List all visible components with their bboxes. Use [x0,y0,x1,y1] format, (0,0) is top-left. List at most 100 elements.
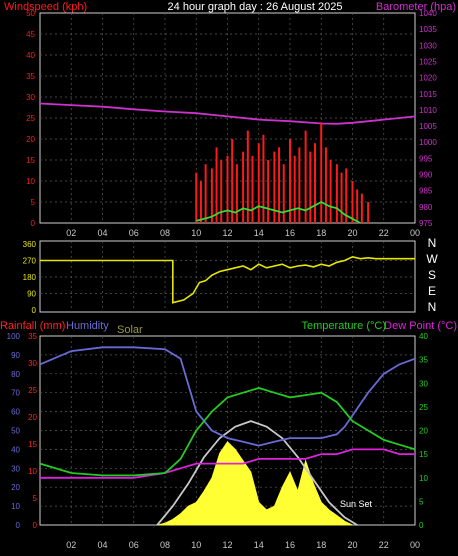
barometer-tick-label: 1020 [419,74,437,83]
x-tick-label: 16 [285,228,295,238]
rainfall-tick-label: 0 [33,521,38,530]
windspeed-tick-label: 5 [31,198,36,207]
temperature-tick-label: 25 [419,403,428,412]
x-tick-label: 00 [410,228,420,238]
barometer-tick-label: 980 [419,203,433,212]
x-tick-label: 16 [285,540,295,550]
humidity-tick-label: 50 [11,427,20,436]
direction-panel-grid [40,241,415,312]
windspeed-tick-label: 40 [26,51,35,60]
barometer-tick-label: 1030 [419,41,437,50]
rainfall-tick-label: 10 [28,467,37,476]
x-tick-label: 10 [191,540,201,550]
barometer-tick-label: 1015 [419,90,437,99]
humidity-line [39,346,416,447]
windspeed-tick-label: 45 [26,30,35,39]
humidity-tick-label: 90 [11,351,20,360]
compass-label: E [428,284,436,298]
direction-tick-label: 270 [23,257,37,266]
rainfall-tick-label: 20 [28,413,37,422]
barometer-tick-label: 975 [419,219,433,228]
x-tick-label: 02 [66,228,76,238]
climate-panel-series [39,346,416,526]
barometer-tick-label: 985 [419,187,433,196]
rainfall-tick-label: 15 [28,440,37,449]
rainfall-tick-label: 35 [28,332,37,341]
barometer-tick-label: 1010 [419,106,437,115]
barometer-tick-label: 1040 [419,9,437,18]
climate-panel-axes: 0102030405060708090100051015202530350510… [7,332,429,550]
x-tick-label: 04 [97,228,107,238]
barometer-line [39,102,416,125]
temperature-tick-label: 10 [419,474,428,483]
barometer-axis-label: Barometer (hpa) [376,1,456,13]
solar-area [157,441,353,526]
x-tick-label: 18 [316,540,326,550]
x-tick-label: 08 [160,540,170,550]
climate-panel-grid [40,336,415,525]
direction-tick-label: 90 [27,290,36,299]
humidity-tick-label: 100 [7,332,21,341]
direction-line [40,255,415,304]
temperature-line [39,387,416,477]
humidity-axis-label: Humidity [66,320,109,332]
compass-label: W [426,252,438,266]
temperature-tick-label: 15 [419,450,428,459]
temperature-axis-label: Temperature (°C) [302,320,386,332]
temperature-tick-label: 35 [419,356,428,365]
rainfall-tick-label: 30 [28,359,37,368]
humidity-tick-label: 80 [11,370,20,379]
windspeed-tick-label: 0 [31,219,36,228]
compass-label: S [428,268,436,282]
windspeed-tick-label: 25 [26,114,35,123]
humidity-tick-label: 60 [11,408,20,417]
direction-tick-label: 180 [23,273,37,282]
barometer-tick-label: 995 [419,154,433,163]
humidity-tick-label: 70 [11,389,20,398]
sun-set-annotation: Sun Set [340,499,373,509]
x-tick-label: 20 [347,228,357,238]
humidity-tick-label: 0 [16,521,21,530]
temperature-tick-label: 30 [419,379,428,388]
gust_avg-line [196,200,361,224]
windspeed-axis-label: Windspeed (kph) [4,1,87,13]
windspeed-tick-label: 20 [26,135,35,144]
x-tick-label: 12 [222,228,232,238]
temperature-tick-label: 40 [419,332,428,341]
dewpoint-axis-label: Dew Point (°C) [384,320,457,332]
solar-axis-label: Solar [117,324,143,336]
x-tick-label: 04 [97,540,107,550]
direction-tick-label: 360 [23,240,37,249]
windspeed-tick-label: 35 [26,72,35,81]
humidity-tick-label: 10 [11,502,20,511]
wind-panel-axes: 0510152025303540455097598098599099510001… [26,9,437,238]
x-tick-label: 18 [316,228,326,238]
rainfall-tick-label: 25 [28,386,37,395]
windspeed-tick-label: 15 [26,156,35,165]
rainfall-axis-label: Rainfall (mm) [0,320,65,332]
barometer-tick-label: 1025 [419,57,437,66]
temperature-tick-label: 20 [419,427,428,436]
x-tick-label: 20 [347,540,357,550]
x-tick-label: 00 [410,540,420,550]
x-tick-label: 08 [160,228,170,238]
barometer-tick-label: 1035 [419,25,437,34]
x-tick-label: 14 [254,540,264,550]
x-tick-label: 14 [254,228,264,238]
x-tick-label: 22 [379,540,389,550]
dewpoint-line [40,448,415,479]
compass-label: N [428,236,437,250]
windspeed-tick-label: 30 [26,93,35,102]
humidity-tick-label: 30 [11,464,20,473]
x-tick-label: 06 [129,540,139,550]
chart-title: 24 hour graph day : 26 August 2025 [168,1,343,13]
barometer-tick-label: 1000 [419,138,437,147]
x-tick-label: 06 [129,228,139,238]
x-tick-label: 10 [191,228,201,238]
windspeed-tick-label: 50 [26,9,35,18]
wind-panel-series [39,102,416,224]
barometer-tick-label: 1005 [419,122,437,131]
rainfall-tick-label: 5 [33,494,38,503]
